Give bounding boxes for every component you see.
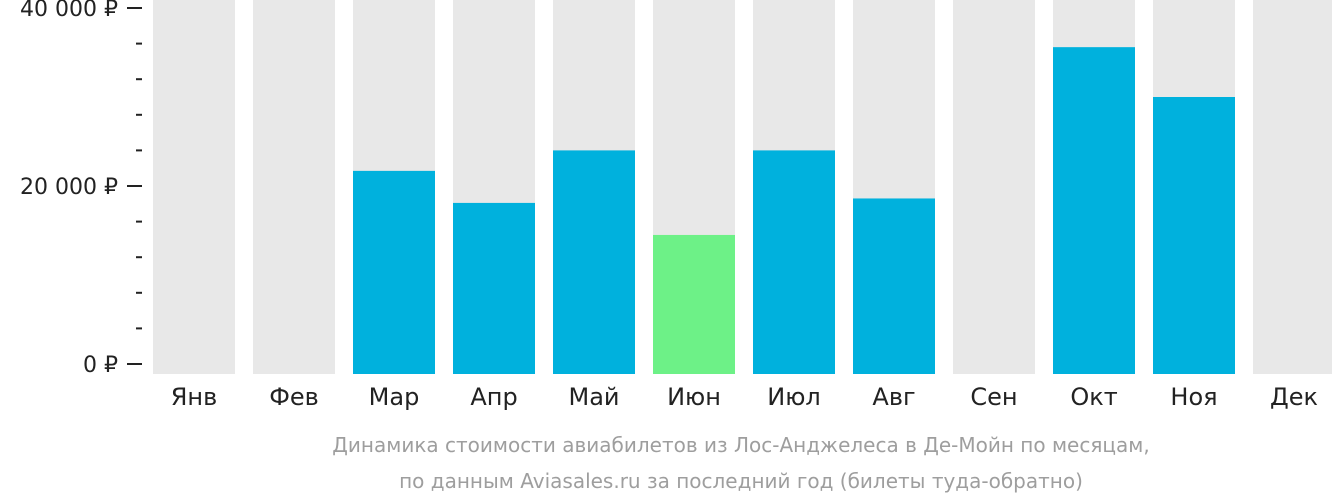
bar-6 [653,234,735,374]
month-label-6: Июн [667,383,721,411]
background-column-2 [253,0,335,374]
month-label-11: Ноя [1170,383,1217,411]
month-label-2: Фев [269,383,319,411]
y-tick-label: 0 ₽ [83,353,118,378]
caption-line-1: Динамика стоимости авиабилетов из Лос-Ан… [332,433,1149,457]
month-label-4: Апр [470,383,517,411]
bar-3 [353,170,435,374]
month-label-7: Июл [767,383,821,411]
bar-10 [1053,47,1135,374]
month-label-3: Мар [369,383,420,411]
bar-7 [753,150,835,374]
month-label-1: Янв [171,383,218,411]
chart-caption: Динамика стоимости авиабилетов из Лос-Ан… [332,433,1149,493]
month-label-12: Дек [1270,383,1318,411]
bar-8 [853,198,935,374]
month-label-10: Окт [1070,383,1117,411]
bar-11 [1153,97,1235,374]
background-column-12 [1253,0,1332,374]
bars [353,47,1235,374]
background-column-1 [153,0,235,374]
bar-5 [553,150,635,374]
x-axis-labels: Янв Фев Мар Апр Май Июн Июл Авг Сен Окт Ноя Дек [171,383,1318,411]
month-label-5: Май [568,383,619,411]
y-axis: 0 ₽ 20 000 ₽ 40 000 ₽ [20,0,142,378]
y-tick-label: 20 000 ₽ [20,175,118,200]
y-tick-label: 40 000 ₽ [20,0,118,22]
background-column-9 [953,0,1035,374]
month-label-8: Авг [872,383,915,411]
month-label-9: Сен [970,383,1017,411]
caption-line-2: по данным Aviasales.ru за последний год … [399,469,1083,493]
bar-4 [453,202,535,374]
